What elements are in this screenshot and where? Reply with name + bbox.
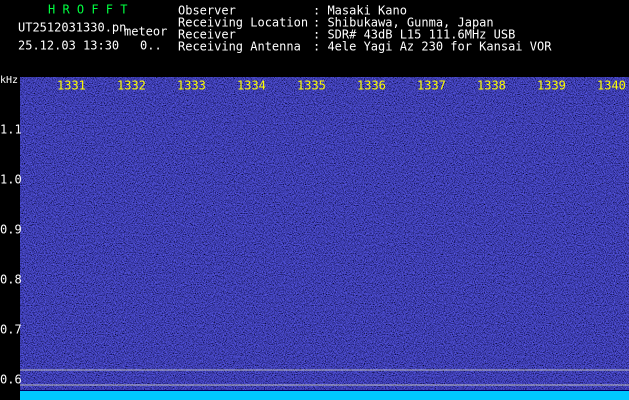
spectrogram-noise (20, 77, 629, 390)
mode: meteor (124, 25, 167, 39)
time-label: 1338 (477, 79, 506, 93)
time-label: 1333 (177, 79, 206, 93)
time-label: 1336 (357, 79, 386, 93)
datetime: 25.12.03 13:30 (18, 39, 119, 53)
field-label: Observer (178, 4, 236, 18)
field-label: Receiving Location (178, 16, 308, 30)
app-title: H R O F F T (48, 3, 127, 17)
time-label: 1332 (117, 79, 146, 93)
field-label: Receiving Antenna (178, 40, 301, 54)
freq-label: 1.0 (0, 173, 22, 187)
field-value: : Masaki Kano (313, 4, 407, 18)
signal-level-bar (20, 391, 629, 400)
time-label: 1334 (237, 79, 266, 93)
field-label: Receiver (178, 28, 236, 42)
freq-label: 0.9 (0, 223, 22, 237)
freq-label: 0.6 (0, 373, 22, 387)
time-label: 1331 (57, 79, 86, 93)
field-value: : Shibukawa, Gunma, Japan (313, 16, 494, 30)
time-label: 1339 (537, 79, 566, 93)
field-value: : SDR# 43dB L15 111.6MHz USB (313, 28, 515, 42)
time-label: 1340 (597, 79, 626, 93)
field-value: : 4ele Yagi Az 230 for Kansai VOR (313, 40, 552, 54)
status: 0.. (140, 39, 162, 53)
freq-label: 0.7 (0, 323, 22, 337)
unit-label: kHz (0, 75, 18, 86)
time-label: 1335 (297, 79, 326, 93)
time-label: 1337 (417, 79, 446, 93)
file-name: UT2512031330.pn (18, 21, 126, 35)
freq-label: 0.8 (0, 273, 22, 287)
freq-label: 1.1 (0, 123, 22, 137)
